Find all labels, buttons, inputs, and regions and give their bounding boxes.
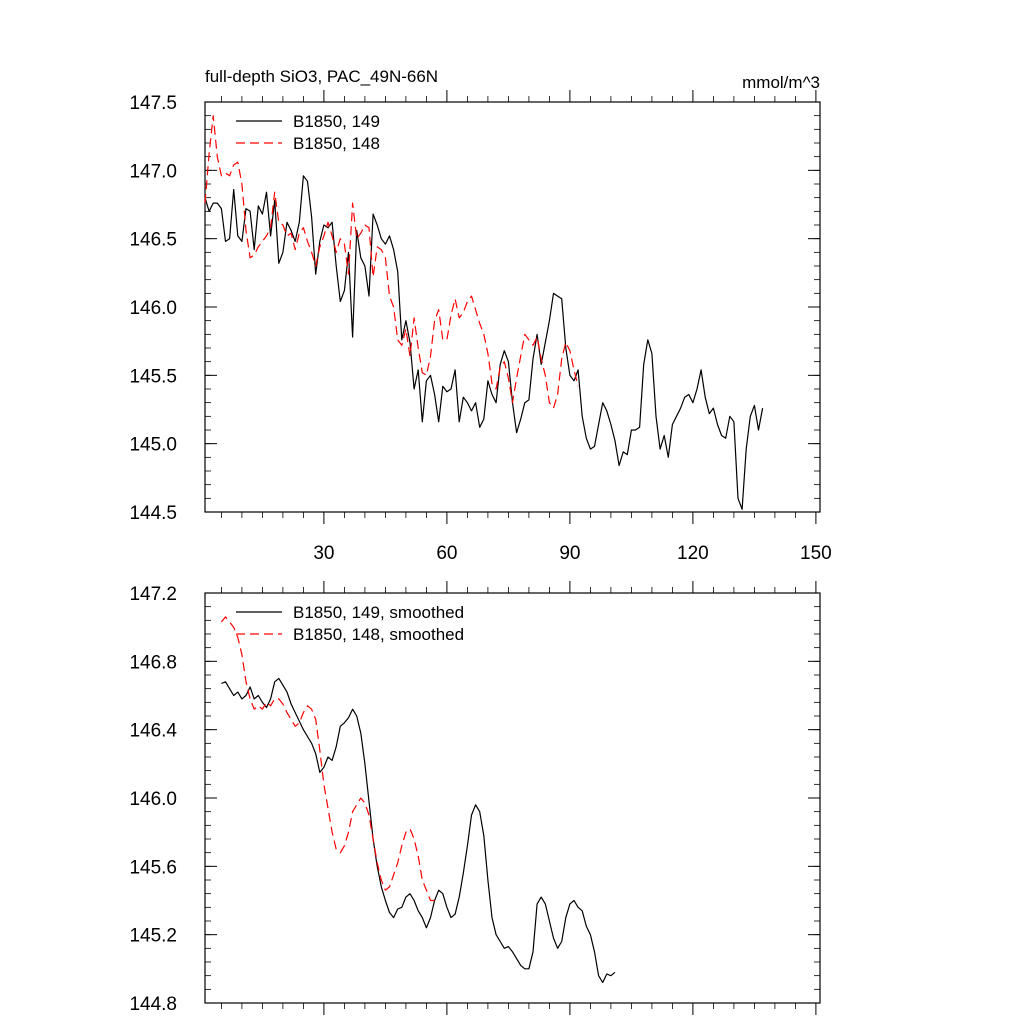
series-line-b1850-148-smoothed <box>220 616 435 902</box>
plot-frame <box>204 101 821 513</box>
x-tick-label: 30 <box>313 543 334 564</box>
series-line-b1850-149-smoothed <box>221 677 616 984</box>
x-tick-label: 150 <box>800 543 832 564</box>
y-tick-label: 144.8 <box>129 994 177 1015</box>
y-tick-label: 146.0 <box>129 789 177 810</box>
y-tick-label: 147.2 <box>129 584 177 605</box>
x-tick-label: 60 <box>436 543 457 564</box>
x-tick-label: 90 <box>559 543 580 564</box>
y-tick-label: 145.0 <box>129 435 177 456</box>
y-tick-label: 146.8 <box>129 652 177 673</box>
bottom-legend: B1850, 149, smoothed B1850, 148, smoothe… <box>236 603 464 644</box>
legend-label-148-smoothed: B1850, 148, smoothed <box>293 625 464 644</box>
y-tick-label: 145.2 <box>129 926 177 947</box>
bottom-axes: 144.8 145.2 145.6 146.0 146.4 146.8 147.2 <box>129 581 821 1015</box>
legend-label-149: B1850, 149 <box>293 112 380 131</box>
bottom-panel: 144.8 145.2 145.6 146.0 146.4 146.8 147.2 B185… <box>129 581 821 1015</box>
y-tick-label: 145.6 <box>129 857 177 878</box>
y-tick-label: 146.0 <box>129 298 177 319</box>
legend-label-148: B1850, 148 <box>293 134 380 153</box>
y-tick-label: 146.5 <box>129 230 177 251</box>
legend-label-149-smoothed: B1850, 149, smoothed <box>293 603 464 622</box>
y-tick-label: 144.5 <box>129 503 177 524</box>
series-line-b1850-148 <box>204 115 579 409</box>
y-tick-label: 145.5 <box>129 366 177 387</box>
chart-title: full-depth SiO3, PAC_49N-66N <box>205 67 438 86</box>
y-tick-label: 147.5 <box>129 93 177 114</box>
plot-frame <box>204 592 821 1004</box>
y-tick-label: 146.4 <box>129 721 177 742</box>
x-tick-label: 120 <box>677 543 709 564</box>
top-panel: full-depth SiO3, PAC_49N-66N mmol/m^3 14… <box>129 67 831 564</box>
top-legend: B1850, 149 B1850, 148 <box>236 112 380 153</box>
y-tick-label: 147.0 <box>129 161 177 182</box>
units-label: mmol/m^3 <box>742 73 820 92</box>
top-series <box>204 115 764 510</box>
series-line-b1850-149 <box>204 175 764 510</box>
bottom-series <box>220 616 616 984</box>
top-axes: 144.5 145.0 145.5 146.0 146.5 147.0 147.5 30 60 9… <box>129 90 832 564</box>
